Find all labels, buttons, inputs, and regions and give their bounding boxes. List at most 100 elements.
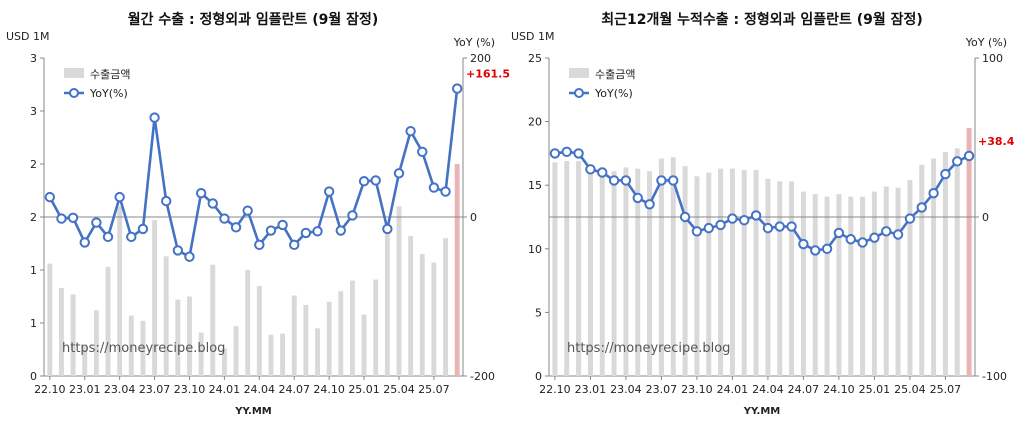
yoy-point-23.07 [149,112,160,123]
yoy-point-24.06 [786,221,797,232]
legend-line-label: YoY(%) [89,87,128,100]
x-tick-label: 22.10 [539,383,571,396]
yoy-line [554,150,970,252]
yoy-point-22.12 [573,148,584,159]
bar-24.12 [349,280,355,376]
yoy-point-23.04 [114,191,125,203]
bar-22.12 [576,161,582,376]
yoy-point-23.02 [597,167,608,178]
yoy-point-22.10 [44,191,56,203]
yoy-point-24.11 [335,225,346,236]
yoy-point-23.05 [632,192,643,204]
yoy-point-25.03 [382,223,393,235]
yoy-point-24.02 [739,214,750,226]
yoy-point-25.01 [869,232,880,243]
bar-22.11 [564,161,570,376]
x-tick-label: 25.01 [348,383,380,396]
bar-23.03 [611,171,617,376]
yoy-point-24.04 [254,239,265,251]
bar-24.11 [338,291,344,376]
x-tick-label: 23.10 [174,383,206,396]
yoy-point-25.05 [405,125,416,137]
chart-title: 월간 수출 : 정형외과 임플란트 (9월 잠정) [128,11,379,28]
bar-24.09 [824,196,830,376]
bar-25.05 [408,236,414,376]
bar-24.03 [245,270,251,376]
left-tick-label: 3 [30,52,37,65]
yoy-point-24.03 [242,205,253,216]
yoy-point-25.09 [963,150,975,162]
yoy-point-25.06 [417,146,428,158]
bar-23.10 [187,296,192,376]
bar-23.05 [128,315,134,376]
bar-24.04 [765,178,771,376]
bar-23.06 [140,320,146,376]
bar-24.08 [812,194,818,376]
left-tick-label: 0 [535,370,542,383]
x-tick-label: 23.04 [610,383,642,396]
bar-24.10 [326,301,332,376]
right-tick-label: 100 [982,52,1003,65]
x-tick-label: 23.07 [139,383,171,396]
x-axis-title: YY.MM [743,406,781,417]
bar-25.05 [919,164,925,376]
x-tick-label: 25.04 [383,383,415,396]
yoy-point-24.12 [857,237,868,248]
legend-line-label: YoY(%) [594,87,633,100]
left-tick-label: 10 [528,243,542,256]
bar-25.02 [373,279,379,376]
yoy-point-25.09 [451,83,463,94]
bar-23.02 [599,167,605,376]
bar-24.04 [256,285,262,376]
left-axis-unit: USD 1M [511,30,555,43]
yoy-point-23.10 [184,251,195,262]
yoy-point-22.11 [561,146,572,158]
watermark: https://moneyrecipe.blog [62,341,225,356]
bar-23.02 [93,310,99,376]
right-tick-label: 0 [470,211,477,224]
bar-25.01 [871,191,877,376]
yoy-point-23.06 [137,223,149,235]
left-tick-label: 20 [528,116,542,129]
bar-24.06 [789,181,795,376]
x-tick-label: 23.10 [681,383,713,396]
yoy-point-25.07 [940,168,951,180]
yoy-point-23.11 [703,222,714,234]
legend-bar-label: 수출금액 [595,68,635,81]
left-tick-label: 1 [30,264,37,277]
yoy-point-24.06 [277,219,288,231]
bar-25.04 [907,180,913,376]
yoy-point-24.04 [762,222,774,234]
x-tick-label: 24.01 [209,383,241,396]
x-tick-label: 24.10 [823,383,855,396]
right-tick-label: 0 [982,211,989,224]
yoy-point-24.08 [810,245,821,256]
x-tick-label: 24.01 [717,383,749,396]
yoy-point-23.09 [172,245,184,256]
legend-bar-swatch [569,68,589,78]
left-tick-label: 3 [30,105,37,118]
bar-24.03 [753,169,759,376]
bar-25.07 [942,152,948,376]
yoy-point-22.11 [56,213,67,224]
right-tick-label: -100 [982,370,1007,383]
yoy-point-24.08 [300,227,312,239]
x-tick-label: 24.07 [788,383,820,396]
bar-23.10 [694,176,700,376]
yoy-point-23.12 [715,219,726,231]
x-tick-label: 23.01 [575,383,607,396]
yoy-point-23.05 [126,231,137,243]
left-tick-label: 15 [528,179,542,192]
yoy-point-23.03 [608,175,620,186]
yoy-point-23.01 [585,164,596,175]
bar-25.03 [895,187,901,376]
bar-22.12 [70,294,76,376]
yoy-point-24.12 [347,210,358,221]
chart-title: 최근12개월 누적수출 : 정형외과 임플란트 (9월 잠정) [601,11,923,28]
yoy-point-25.08 [440,186,451,197]
yoy-point-23.01 [79,237,90,248]
yoy-line [48,88,459,259]
x-tick-label: 24.04 [752,383,784,396]
bar-25.09 [966,127,972,377]
bar-23.12 [718,168,724,376]
